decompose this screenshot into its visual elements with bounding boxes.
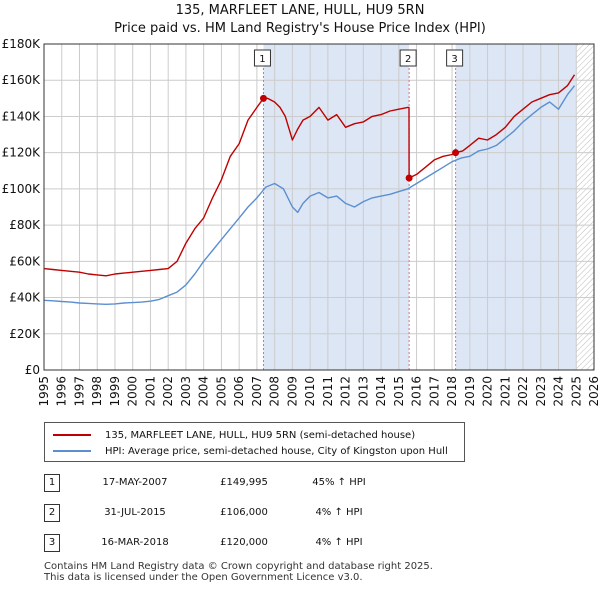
legend: 135, MARFLEET LANE, HULL, HU9 5RN (semi-… <box>44 422 465 462</box>
sale-point <box>405 174 413 182</box>
x-tick-label: 2000 <box>126 376 140 407</box>
x-tick-label: 2018 <box>445 376 459 407</box>
x-tick-label: 2006 <box>232 376 246 407</box>
ownership-shade <box>263 44 410 370</box>
legend-label-hpi: HPI: Average price, semi-detached house,… <box>105 445 448 457</box>
x-tick-label: 2004 <box>197 376 211 407</box>
y-tick-label: £100K <box>2 182 42 196</box>
chart-title-line2: Price paid vs. HM Land Registry's House … <box>114 21 486 36</box>
sale-number-badge: 1 <box>44 474 60 492</box>
x-tick-label: 2001 <box>143 376 157 407</box>
sale-hpi-change: 4% ↑ HPI <box>315 507 363 518</box>
x-tick-label: 2005 <box>214 376 228 407</box>
legend-swatch-property <box>53 434 91 436</box>
legend-item-hpi: HPI: Average price, semi-detached house,… <box>53 443 448 459</box>
y-tick-label: £0 <box>25 363 40 377</box>
property-series-line <box>43 74 576 277</box>
x-tick-label: 2013 <box>356 376 370 407</box>
x-tick-label: 2015 <box>392 376 406 407</box>
x-tick-label: 2026 <box>587 376 600 407</box>
sale-row: 3 16-MAR-2018 £120,000 4% ↑ HPI <box>44 534 464 554</box>
chart-title: 135, MARFLEET LANE, HULL, HU9 5RN Price … <box>0 2 600 38</box>
x-tick-label: 1997 <box>72 376 86 407</box>
chart-title-line1: 135, MARFLEET LANE, HULL, HU9 5RN <box>175 3 425 18</box>
sale-hpi-change: 4% ↑ HPI <box>315 537 363 548</box>
y-tick-label: £160K <box>2 73 42 87</box>
sale-marker-label: 1 <box>259 54 265 65</box>
y-tick-label: £20K <box>9 327 41 341</box>
legend-item-property: 135, MARFLEET LANE, HULL, HU9 5RN (semi-… <box>53 427 415 443</box>
x-tick-label: 2025 <box>569 376 583 407</box>
x-tick-label: 2024 <box>552 376 566 407</box>
x-tick-label: 2021 <box>498 376 512 407</box>
sale-date: 17-MAY-2007 <box>102 477 168 488</box>
x-tick-label: 2008 <box>268 376 282 407</box>
x-tick-label: 2002 <box>161 376 175 407</box>
ownership-shade <box>455 44 577 370</box>
x-tick-label: 2020 <box>481 376 495 407</box>
x-tick-label: 1995 <box>37 376 51 407</box>
y-tick-label: £80K <box>9 218 41 232</box>
sale-marker-label: 2 <box>405 54 411 65</box>
x-tick-label: 2011 <box>321 376 335 407</box>
sale-point <box>452 149 460 157</box>
forecast-hatch <box>576 44 594 370</box>
plot-frame <box>43 43 595 371</box>
hpi-series-line <box>43 85 576 305</box>
x-tick-label: 2009 <box>285 376 299 407</box>
sale-date: 31-JUL-2015 <box>104 507 166 518</box>
x-tick-label: 2010 <box>303 376 317 407</box>
x-tick-label: 1999 <box>108 376 122 407</box>
x-tick-label: 2023 <box>534 376 548 407</box>
y-tick-label: £60K <box>9 254 41 268</box>
x-tick-label: 2019 <box>463 376 477 407</box>
sale-row: 2 31-JUL-2015 £106,000 4% ↑ HPI <box>44 504 464 524</box>
sale-point <box>259 94 267 102</box>
footer-licence: This data is licensed under the Open Gov… <box>44 572 363 583</box>
x-tick-label: 2012 <box>339 376 353 407</box>
sale-number-badge: 3 <box>44 534 60 552</box>
x-tick-label: 2017 <box>427 376 441 407</box>
sale-price: £120,000 <box>220 537 268 548</box>
x-tick-label: 2003 <box>179 376 193 407</box>
sale-date: 16-MAR-2018 <box>101 537 169 548</box>
sale-hpi-change: 45% ↑ HPI <box>312 477 366 488</box>
x-tick-label: 2007 <box>250 376 264 407</box>
footer: Contains HM Land Registry data © Crown c… <box>44 561 433 583</box>
footer-copyright: Contains HM Land Registry data © Crown c… <box>44 561 433 572</box>
sale-marker-box <box>446 49 464 67</box>
x-tick-label: 2014 <box>374 376 388 407</box>
y-tick-label: £140K <box>2 109 42 123</box>
sale-marker-box <box>253 49 271 67</box>
sale-row: 1 17-MAY-2007 £149,995 45% ↑ HPI <box>44 474 464 494</box>
sale-number-badge: 2 <box>44 504 60 522</box>
price-chart: £0 £20K £40K £60K £80K £100K £120K £140K £160K £1… <box>2 37 600 407</box>
legend-label-property: 135, MARFLEET LANE, HULL, HU9 5RN (semi-… <box>105 429 416 441</box>
y-tick-label: £120K <box>2 146 42 160</box>
sale-price: £106,000 <box>220 507 268 518</box>
x-tick-label: 2016 <box>410 376 424 407</box>
y-tick-label: £180K <box>2 37 42 51</box>
legend-swatch-hpi <box>53 450 91 452</box>
sale-marker-label: 3 <box>451 54 457 65</box>
sale-price: £149,995 <box>220 477 268 488</box>
x-tick-label: 1998 <box>90 376 104 407</box>
x-tick-label: 2022 <box>516 376 530 407</box>
sale-marker-box <box>399 49 417 67</box>
y-tick-label: £40K <box>9 291 41 305</box>
x-tick-label: 1996 <box>55 376 69 407</box>
